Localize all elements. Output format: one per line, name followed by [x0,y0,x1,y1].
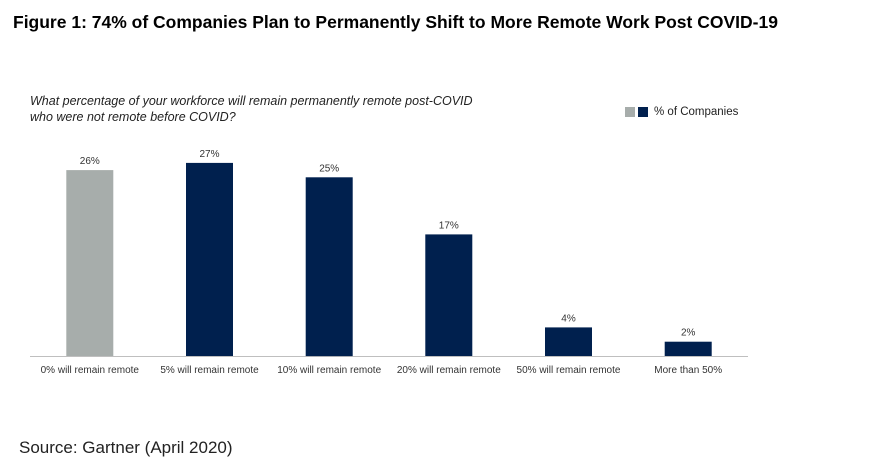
legend-label: % of Companies [654,106,739,118]
bar-2 [305,177,353,357]
category-label-2: 10% will remain remote [277,365,381,376]
bar-1 [186,162,233,356]
category-label-3: 20% will remain remote [397,365,501,376]
data-label-5: 2% [681,328,696,339]
bar-0 [66,170,114,356]
chart-title-line-1: What percentage of your workforce will r… [30,94,473,108]
legend-swatch-highlight [625,107,635,117]
figure-title: Figure 1: 74% of Companies Plan to Perma… [13,12,778,32]
bar-3 [425,234,473,356]
category-label-5: More than 50% [654,365,722,376]
data-label-0: 26% [80,156,100,167]
chart-legend: % of Companies [625,105,738,119]
bar-5 [664,341,712,356]
source-note: Source: Gartner (April 2020) [19,438,233,457]
chart-title-line-2: who were not remote before COVID? [30,110,236,124]
data-label-3: 17% [439,220,459,231]
category-label-4: 50% will remain remote [517,365,621,376]
data-label-1: 27% [199,149,219,160]
category-label-0: 0% will remain remote [41,365,140,376]
data-label-2: 25% [319,163,339,174]
bar-4 [545,327,592,356]
legend-swatch-primary [638,107,648,117]
chart-title: What percentage of your workforce will r… [30,93,590,125]
data-label-4: 4% [561,313,576,324]
category-label-1: 5% will remain remote [160,365,259,376]
